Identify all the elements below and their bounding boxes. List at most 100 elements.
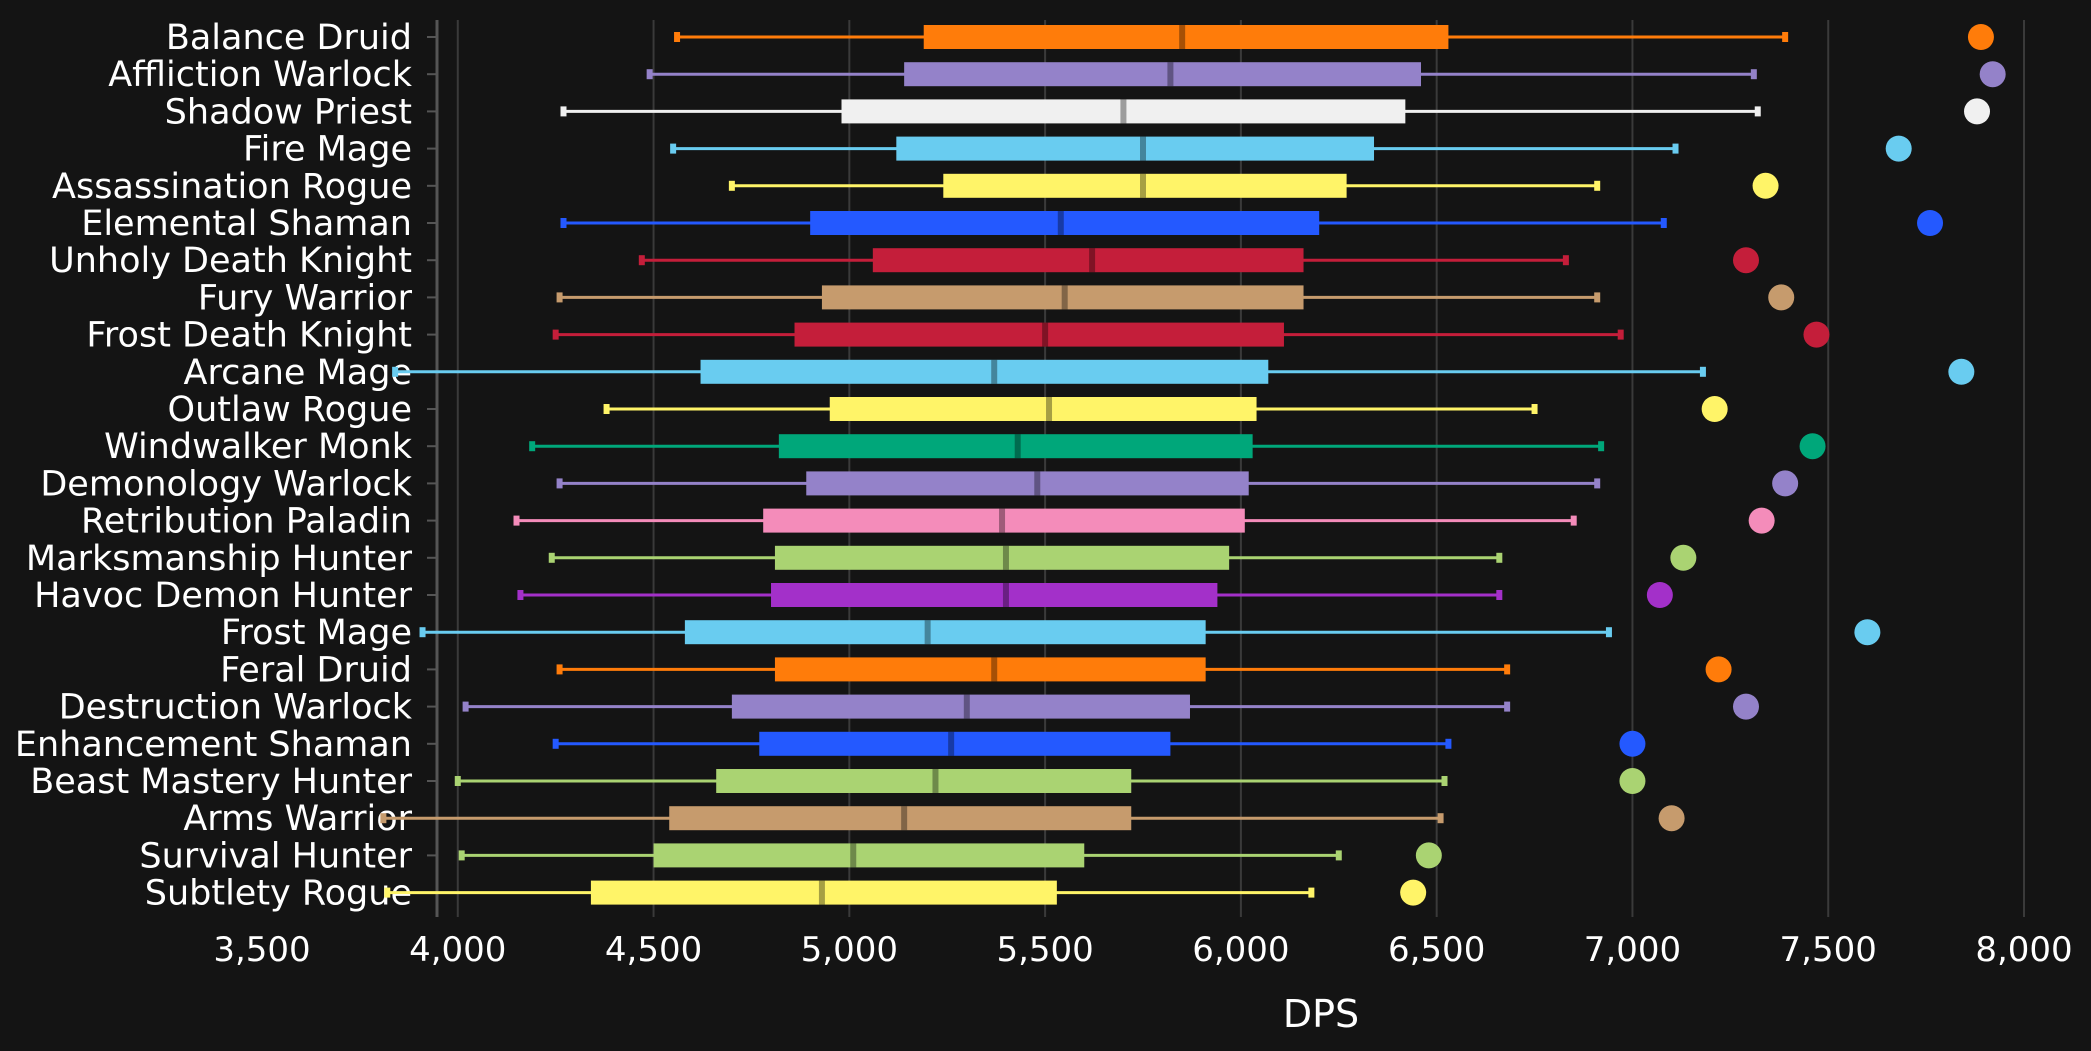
iqr-box: [669, 806, 1132, 831]
category-label: Outlaw Rogue: [168, 390, 412, 430]
iqr-box: [872, 248, 1304, 273]
median-marker: [1140, 173, 1146, 198]
x-tick-label: 6,500: [1388, 930, 1485, 970]
max-point-dot: [1854, 619, 1881, 646]
whisker-min-cap: [556, 664, 563, 675]
x-tick-label: 4,500: [605, 930, 702, 970]
max-point-dot: [1803, 321, 1830, 348]
whisker-min-cap: [670, 143, 677, 154]
x-axis-title: DPS: [1283, 992, 1359, 1036]
median-marker: [1057, 211, 1064, 235]
max-point-dot: [1964, 98, 1991, 125]
whisker-max-cap: [1496, 552, 1503, 563]
whisker-min-cap: [552, 329, 559, 340]
category-label: Frost Mage: [221, 613, 412, 653]
max-point-dot: [1658, 805, 1685, 832]
iqr-box: [771, 583, 1218, 607]
median-marker: [991, 657, 998, 682]
x-tick-label: 3,500: [213, 930, 310, 970]
iqr-box: [774, 657, 1206, 682]
whisker-max-cap: [1308, 887, 1315, 898]
whisker-max-cap: [1598, 441, 1605, 452]
median-marker: [818, 880, 825, 905]
median-marker: [1120, 99, 1127, 124]
iqr-box: [759, 731, 1171, 756]
iqr-box: [731, 694, 1190, 719]
x-tick-label: 5,000: [801, 930, 898, 970]
category-label: Fury Warrior: [198, 278, 413, 318]
iqr-box: [684, 620, 1206, 645]
category-label: Enhancement Shaman: [15, 725, 412, 765]
whisker-max-cap: [1699, 366, 1706, 377]
median-marker: [1046, 397, 1053, 421]
x-tick-label: 4,000: [409, 930, 506, 970]
category-label: Shadow Priest: [165, 92, 412, 132]
whisker-min-cap: [646, 69, 653, 80]
category-label: Beast Mastery Hunter: [30, 762, 412, 802]
whisker-max-cap: [1594, 180, 1601, 191]
category-label: Havoc Demon Hunter: [34, 576, 413, 616]
max-point-dot: [1948, 358, 1975, 385]
category-label: Affliction Warlock: [108, 55, 413, 95]
median-marker: [991, 359, 998, 384]
median-marker: [901, 806, 908, 831]
x-tick-label: 7,000: [1584, 930, 1681, 970]
whisker-min-cap: [462, 701, 469, 712]
iqr-box: [778, 434, 1253, 459]
iqr-box: [841, 99, 1406, 124]
max-point-dot: [1619, 768, 1646, 794]
box-layer: [380, 24, 2006, 906]
whisker-min-cap: [517, 590, 524, 600]
whisker-max-cap: [1594, 478, 1601, 489]
iqr-box: [896, 136, 1375, 161]
iqr-box: [763, 508, 1245, 533]
x-tick-label: 7,500: [1780, 930, 1877, 970]
whisker-max-cap: [1750, 69, 1757, 80]
whisker-min-cap: [384, 887, 391, 898]
iqr-box: [794, 322, 1284, 347]
whisker-max-cap: [1496, 590, 1503, 600]
whisker-max-cap: [1437, 813, 1444, 824]
iqr-box: [716, 769, 1132, 793]
whisker-min-cap: [552, 738, 559, 749]
median-marker: [1089, 248, 1096, 273]
median-marker: [1179, 25, 1186, 49]
median-marker: [999, 508, 1006, 533]
whisker-min-cap: [513, 515, 520, 526]
median-marker: [924, 620, 931, 645]
iqr-box: [923, 25, 1449, 49]
whisker-max-cap: [1754, 106, 1761, 117]
category-label: Assassination Rogue: [52, 167, 412, 207]
category-label: Arms Warrior: [183, 799, 412, 839]
iqr-box: [904, 62, 1422, 87]
median-marker: [850, 843, 857, 868]
whisker-min-cap: [454, 776, 461, 786]
category-label: Elemental Shaman: [81, 204, 412, 244]
iqr-box: [943, 173, 1347, 198]
median-marker: [1140, 136, 1146, 161]
whisker-min-cap: [728, 180, 735, 191]
whisker-max-cap: [1562, 255, 1569, 266]
whisker-min-cap: [560, 218, 567, 228]
whisker-min-cap: [548, 552, 555, 563]
iqr-box: [806, 471, 1249, 496]
max-point-dot: [1705, 656, 1732, 683]
category-label: Subtlety Rogue: [145, 874, 412, 914]
category-label: Frost Death Knight: [86, 316, 412, 356]
whisker-max-cap: [1660, 218, 1667, 228]
whisker-min-cap: [529, 441, 536, 452]
whisker-max-cap: [1441, 776, 1448, 786]
max-point-dot: [1400, 879, 1427, 906]
whisker-min-cap: [556, 292, 563, 303]
median-marker: [1042, 322, 1049, 347]
max-point-dot: [1967, 24, 1994, 50]
whisker-max-cap: [1570, 515, 1577, 526]
iqr-box: [653, 843, 1085, 868]
x-tick-label: 6,000: [1192, 930, 1289, 970]
grid-layer: [456, 20, 2025, 917]
max-point-dot: [1917, 210, 1944, 236]
whisker-min-cap: [603, 404, 610, 414]
category-label: Marksmanship Hunter: [26, 539, 413, 579]
median-marker: [963, 694, 970, 719]
median-marker: [1002, 583, 1009, 607]
